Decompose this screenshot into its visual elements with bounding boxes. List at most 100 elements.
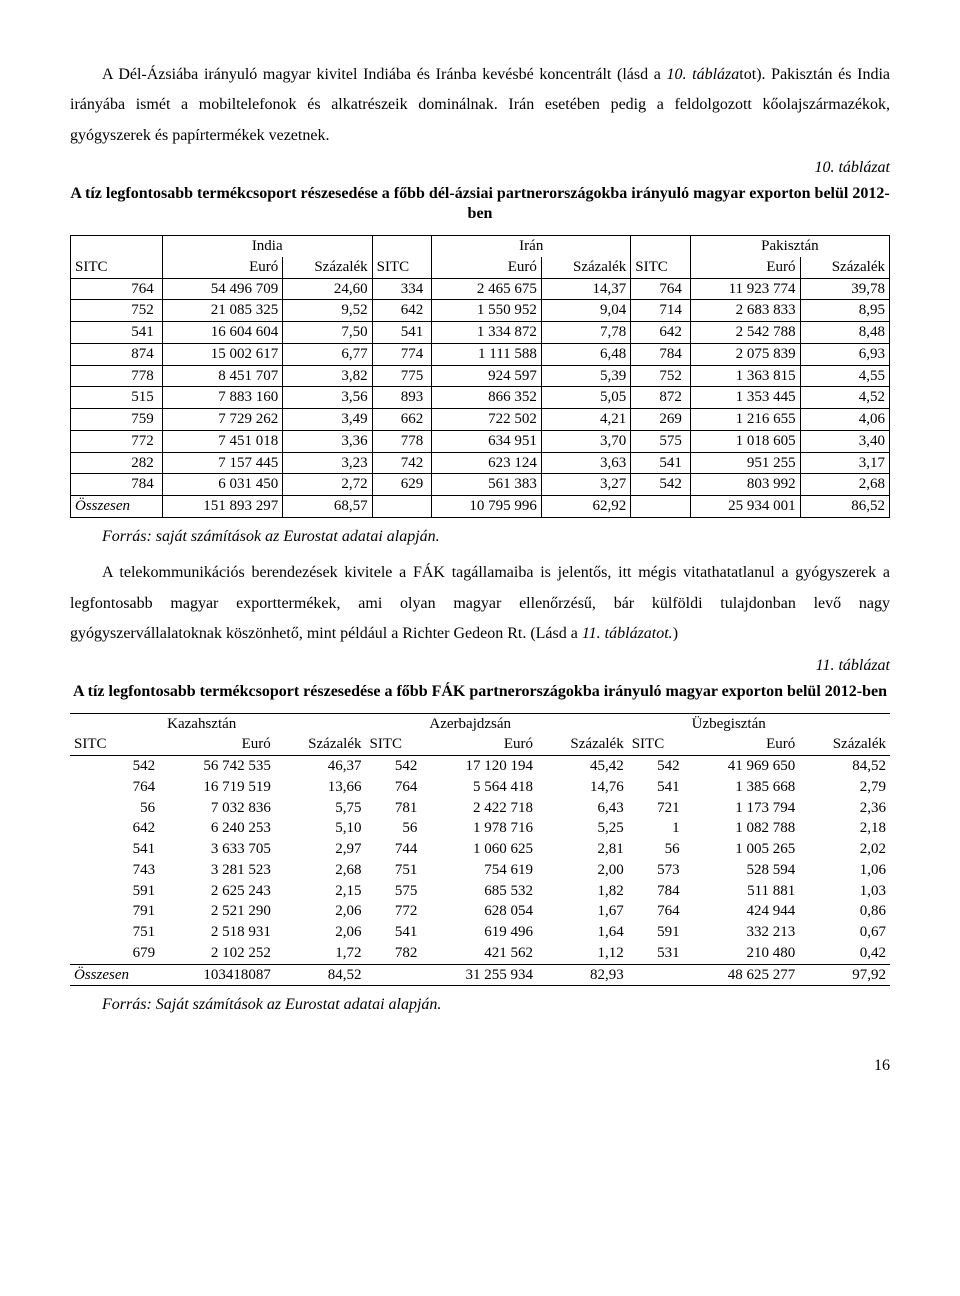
table-cell: 4,52 [800, 387, 889, 409]
table-cell: 764 [70, 777, 163, 798]
intro-paragraph: A Dél-Ázsiába irányuló magyar kivitel In… [70, 60, 890, 151]
table-cell: 951 255 [690, 452, 800, 474]
table-row: 5157 883 1603,56893866 3525,058721 353 4… [71, 387, 890, 409]
table11-caption-num: 11. táblázat [70, 651, 890, 681]
table-cell: 679 [70, 943, 163, 964]
table-row: 7433 281 5232,68751754 6192,00573528 594… [70, 860, 890, 881]
table-cell: 781 [365, 798, 425, 819]
table-cell: 634 951 [432, 430, 542, 452]
table-cell: 210 480 [688, 943, 800, 964]
table-cell: 2 518 931 [163, 922, 275, 943]
table-cell: 8,95 [800, 300, 889, 322]
table-row: 2827 157 4453,23742623 1243,63541951 255… [71, 452, 890, 474]
table-cell: 542 [70, 756, 163, 777]
table-cell: 2 075 839 [690, 343, 800, 365]
table-cell: 2,02 [799, 839, 890, 860]
table-cell: 3 281 523 [163, 860, 275, 881]
table-cell: 7 157 445 [162, 452, 282, 474]
table-cell: 3,17 [800, 452, 889, 474]
table-cell: 784 [631, 343, 691, 365]
table-cell: 2 422 718 [425, 798, 537, 819]
table-cell: 54 496 709 [162, 278, 282, 300]
table-cell: 16 604 604 [162, 322, 282, 344]
table-cell: 1 082 788 [688, 818, 800, 839]
table-cell: 1 334 872 [432, 322, 542, 344]
table-cell: 1,64 [537, 922, 628, 943]
table-cell: 3,27 [541, 474, 630, 496]
table-cell: 1 060 625 [425, 839, 537, 860]
table-cell: 7 883 160 [162, 387, 282, 409]
table-cell: 282 [71, 452, 163, 474]
table-row: 567 032 8365,757812 422 7186,437211 173 … [70, 798, 890, 819]
table-cell: 421 562 [425, 943, 537, 964]
table-cell: 1 978 716 [425, 818, 537, 839]
table-cell: 7,78 [541, 322, 630, 344]
table-row: 7597 729 2623,49662722 5024,212691 216 6… [71, 409, 890, 431]
p2-ital: 11. táblázatot. [582, 625, 673, 642]
table-cell: 24,60 [283, 278, 372, 300]
table10-caption-num: 10. táblázat [70, 153, 890, 183]
table-row: 7788 451 7073,82775924 5975,397521 363 8… [71, 365, 890, 387]
table-cell: 743 [70, 860, 163, 881]
table-row: 75221 085 3259,526421 550 9529,047142 68… [71, 300, 890, 322]
table-cell: 541 [628, 777, 688, 798]
table-cell: 4,06 [800, 409, 889, 431]
table-cell: 2 683 833 [690, 300, 800, 322]
table-cell: 3 633 705 [163, 839, 275, 860]
table-cell: 0,86 [799, 901, 890, 922]
table-cell: 6,77 [283, 343, 372, 365]
table11-total-row: Összesen 103418087 84,52 31 255 934 82,9… [70, 964, 890, 986]
table-cell: 1 005 265 [688, 839, 800, 860]
table-cell: 2 542 788 [690, 322, 800, 344]
table-cell: 0,42 [799, 943, 890, 964]
table-cell: 15 002 617 [162, 343, 282, 365]
table-cell: 1,12 [537, 943, 628, 964]
table-cell: 1 353 445 [690, 387, 800, 409]
table-cell: 542 [631, 474, 691, 496]
table10-source: Forrás: saját számítások az Eurostat ada… [70, 522, 890, 552]
table-cell: 774 [372, 343, 432, 365]
table10-country-row: India Irán Pakisztán [71, 236, 890, 257]
table-cell: 531 [628, 943, 688, 964]
table-cell: 619 496 [425, 922, 537, 943]
table-cell: 591 [70, 881, 163, 902]
table-cell: 714 [631, 300, 691, 322]
table-cell: 5,75 [275, 798, 366, 819]
table-cell: 778 [372, 430, 432, 452]
table-cell: 751 [365, 860, 425, 881]
table-cell: 754 619 [425, 860, 537, 881]
table-cell: 56 [70, 798, 163, 819]
table-cell: 2,97 [275, 839, 366, 860]
table-cell: 1,03 [799, 881, 890, 902]
table-row: 54116 604 6047,505411 334 8727,786422 54… [71, 322, 890, 344]
table-cell: 629 [372, 474, 432, 496]
table-cell: 722 502 [432, 409, 542, 431]
table-cell: 11 923 774 [690, 278, 800, 300]
table-cell: 744 [365, 839, 425, 860]
table11-country-2: Azerbajdzsán [425, 713, 627, 734]
table-cell: 3,23 [283, 452, 372, 474]
table-cell: 2 625 243 [163, 881, 275, 902]
table-cell: 9,04 [541, 300, 630, 322]
table-row: 54256 742 53546,3754217 120 19445,425424… [70, 756, 890, 777]
table-cell: 1 173 794 [688, 798, 800, 819]
table11-header-row: SITC Euró Százalék SITC Euró Százalék SI… [70, 734, 890, 755]
table-cell: 764 [628, 901, 688, 922]
table-cell: 751 [70, 922, 163, 943]
table-cell: 623 124 [432, 452, 542, 474]
table-cell: 872 [631, 387, 691, 409]
table-cell: 764 [631, 278, 691, 300]
table-cell: 542 [365, 756, 425, 777]
table-cell: 3,70 [541, 430, 630, 452]
p2-pre: A telekommunikációs berendezések kivitel… [70, 564, 890, 642]
table-cell: 46,37 [275, 756, 366, 777]
table-cell: 1 216 655 [690, 409, 800, 431]
table-cell: 4,55 [800, 365, 889, 387]
table-cell: 573 [628, 860, 688, 881]
table-cell: 84,52 [799, 756, 890, 777]
table-cell: 2,81 [537, 839, 628, 860]
table-cell: 662 [372, 409, 432, 431]
table-cell: 56 [365, 818, 425, 839]
table-cell: 334 [372, 278, 432, 300]
table-cell: 6 031 450 [162, 474, 282, 496]
